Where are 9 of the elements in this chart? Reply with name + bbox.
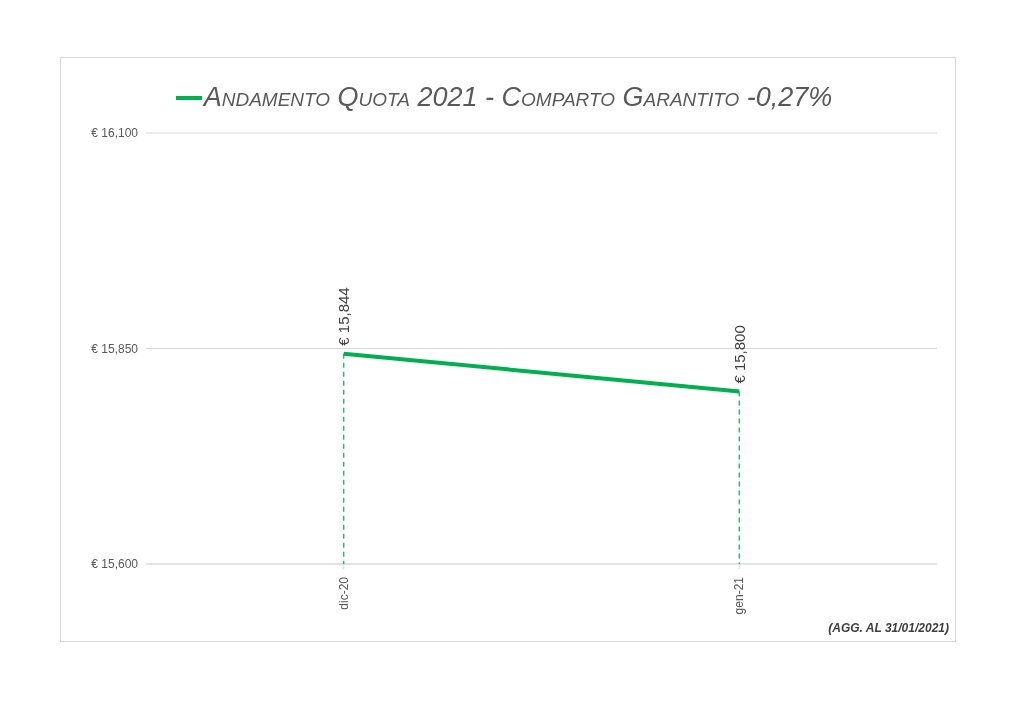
legend-label: Andamento Quota 2021 - Comparto Garantito -0,27% [203,82,833,113]
data-label: € 15,800 [730,325,748,384]
y-tick-label: € 15,850 [91,341,139,356]
y-tick-label: € 15,600 [91,557,139,572]
x-tick-label: dic-20 [336,576,351,610]
data-label: € 15,844 [335,287,353,346]
x-tick-label: gen-21 [732,576,747,615]
y-tick-label: € 16,100 [91,126,139,141]
text: (AGG. AL 31/01/2021) [828,621,949,635]
